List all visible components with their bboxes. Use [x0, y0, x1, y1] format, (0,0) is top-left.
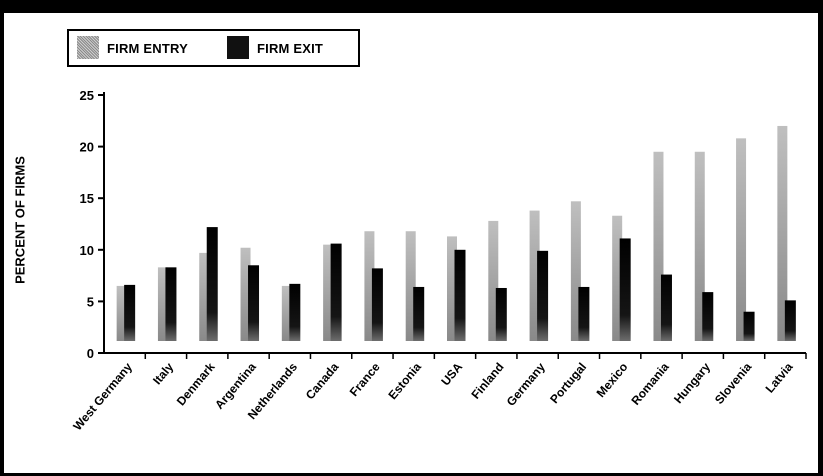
x-category-label: Estonia [385, 360, 424, 402]
legend-swatch-firm-exit [227, 36, 249, 59]
bar-firm-exit [165, 267, 177, 341]
bar-firm-entry [694, 151, 705, 341]
bar-firm-entry [570, 201, 581, 341]
bar-firm-entry [777, 125, 788, 342]
x-category-label: Romania [628, 360, 672, 408]
bar-firm-entry [240, 247, 251, 341]
bar-firm-entry [157, 267, 168, 341]
bar-firm-entry [364, 231, 375, 341]
bar-firm-exit [784, 300, 796, 341]
y-tick-label: 25 [80, 88, 94, 103]
x-category-label: Hungary [671, 360, 713, 407]
bar-firm-exit [371, 268, 383, 341]
bar-firm-exit [578, 286, 590, 341]
y-tick-label: 5 [87, 294, 94, 309]
bar-firm-entry [199, 252, 210, 341]
x-category-label: Latvia [763, 360, 796, 396]
bar-firm-entry [612, 215, 623, 341]
x-category-label: Canada [303, 360, 342, 402]
legend-label-firm-exit: FIRM EXIT [257, 41, 324, 56]
x-category-label: Mexico [594, 360, 631, 400]
bar-firm-exit [289, 283, 301, 341]
x-category-label: Finland [468, 360, 506, 402]
bar-firm-exit [743, 311, 755, 341]
x-category-label: USA [438, 360, 465, 389]
bar-firm-entry [488, 220, 499, 341]
legend-swatch-firm-entry [77, 36, 99, 59]
legend-label-firm-entry: FIRM ENTRY [107, 41, 188, 56]
bar-firm-exit [537, 250, 549, 341]
bar-firm-exit [660, 274, 672, 341]
y-tick-label: 10 [80, 243, 94, 258]
bar-firm-exit [413, 286, 425, 341]
bar-firm-exit [206, 227, 218, 341]
bar-firm-exit [248, 265, 260, 341]
x-category-label: Slovenia [712, 360, 755, 407]
x-category-label: Portugal [547, 360, 589, 406]
bar-firm-exit [619, 238, 631, 341]
bar-firm-entry [447, 236, 457, 341]
bar-firm-entry [653, 151, 664, 341]
x-category-label: Germany [504, 360, 548, 409]
bar-firm-entry [405, 231, 416, 341]
legend: FIRM ENTRY FIRM EXIT [67, 29, 360, 67]
bar-firm-entry [323, 244, 334, 341]
bar-firm-entry [529, 210, 540, 341]
y-tick-label: 20 [80, 140, 94, 155]
x-category-label: Italy [150, 360, 176, 388]
bar-firm-exit [330, 243, 342, 341]
y-tick-label: 15 [80, 191, 94, 206]
x-category-label: West Germany [70, 360, 135, 433]
bar-firm-exit [124, 284, 136, 341]
y-tick-label: 0 [87, 346, 94, 361]
bar-firm-entry [736, 138, 747, 341]
x-category-label: Denmark [174, 360, 218, 409]
bar-firm-exit [495, 287, 507, 341]
bar-firm-exit [702, 292, 714, 341]
bar-firm-exit [454, 249, 466, 341]
bar-firm-entry [281, 285, 292, 341]
x-category-label: France [347, 360, 383, 399]
bar-firm-entry [116, 285, 127, 341]
